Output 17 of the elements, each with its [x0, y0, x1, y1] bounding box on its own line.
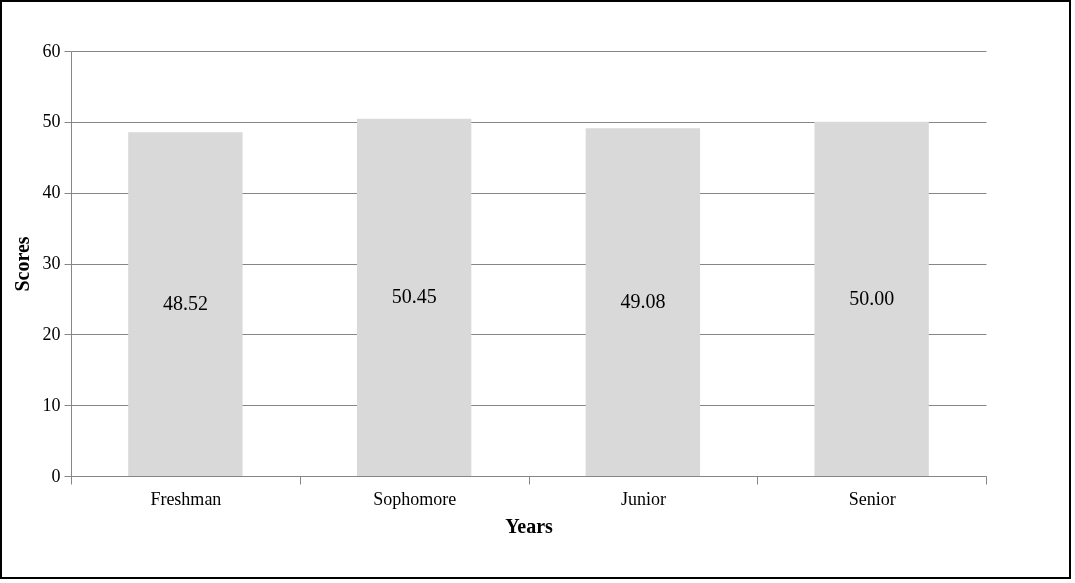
y-tick-label: 10	[42, 394, 61, 415]
y-tick-label: 30	[42, 253, 61, 273]
y-tick-label: 40	[42, 182, 61, 203]
x-axis-title: Years	[505, 514, 554, 537]
x-tick-label: Senior	[848, 488, 896, 509]
y-tick-label: 50	[42, 111, 61, 132]
y-axis-title: Scores	[10, 236, 33, 292]
data-label: 50.00	[849, 286, 895, 309]
data-label: 48.52	[162, 292, 208, 315]
y-tick-label: 20	[42, 323, 61, 344]
x-tick-label: Sophomore	[373, 488, 457, 509]
data-label: 49.08	[620, 290, 666, 313]
y-tick-label: 60	[42, 40, 61, 61]
data-label: 50.45	[391, 285, 437, 308]
y-tick-label: 0	[51, 465, 61, 486]
x-tick-label: Junior	[620, 488, 666, 509]
x-tick-label: Freshman	[150, 488, 222, 509]
